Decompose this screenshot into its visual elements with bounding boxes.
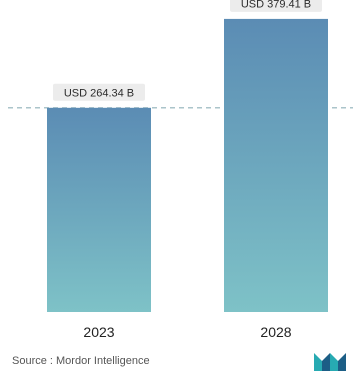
x-tick-label-2028: 2028 bbox=[260, 324, 291, 340]
data-label-2028: USD 379.41 B bbox=[241, 0, 311, 10]
source-label: Source : Mordor Intelligence bbox=[12, 355, 150, 367]
bar-2028 bbox=[224, 18, 328, 313]
bar-2023 bbox=[47, 107, 151, 312]
data-label-bg-2028 bbox=[230, 0, 322, 12]
data-label-2023: USD 264.34 B bbox=[64, 87, 134, 99]
x-tick-label-2023: 2023 bbox=[83, 324, 114, 340]
mordor-intelligence-logo bbox=[313, 350, 347, 372]
data-label-bg-2023 bbox=[53, 83, 145, 101]
